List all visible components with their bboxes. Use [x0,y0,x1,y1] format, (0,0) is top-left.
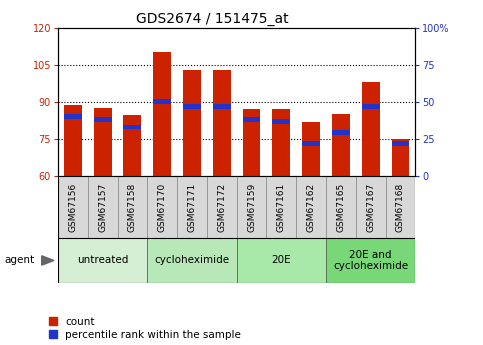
Polygon shape [42,256,54,265]
Bar [326,176,356,238]
Bar [237,238,326,283]
Text: GSM67171: GSM67171 [187,183,197,231]
Text: GSM67172: GSM67172 [217,183,226,231]
Bar [272,119,290,124]
Bar [296,176,326,238]
Bar [332,130,350,135]
Bar [213,104,231,109]
Bar [302,121,320,176]
Bar [117,176,147,238]
Text: GSM67156: GSM67156 [69,183,77,231]
Bar [207,176,237,238]
Bar [362,82,380,176]
Text: GSM67167: GSM67167 [366,183,375,231]
Text: untreated: untreated [77,256,128,265]
Bar [237,176,267,238]
Text: 20E: 20E [271,256,291,265]
Bar [64,106,82,176]
Text: GSM67159: GSM67159 [247,183,256,231]
Bar [326,238,415,283]
Bar [242,109,260,176]
Text: agent: agent [5,256,35,265]
Bar [332,114,350,176]
Bar [385,176,415,238]
Text: 20E and
cycloheximide: 20E and cycloheximide [333,250,408,271]
Bar [356,176,385,238]
Bar [183,104,201,109]
Bar [58,176,88,238]
Bar [392,141,410,146]
Text: GSM67162: GSM67162 [307,183,315,231]
Text: GSM67161: GSM67161 [277,183,286,231]
Text: GSM67165: GSM67165 [337,183,345,231]
Bar [64,114,82,119]
Text: GSM67168: GSM67168 [396,183,405,231]
Bar [153,52,171,176]
Bar [177,176,207,238]
Text: GSM67157: GSM67157 [98,183,107,231]
Bar [392,139,410,176]
Bar [124,115,142,176]
Text: GSM67170: GSM67170 [158,183,167,231]
Bar [58,238,147,283]
Bar [94,108,112,176]
Bar [362,104,380,109]
Text: GSM67158: GSM67158 [128,183,137,231]
Bar [272,109,290,176]
Bar [124,125,142,129]
Bar [213,70,231,176]
Bar [302,141,320,146]
Bar [147,176,177,238]
Bar [242,117,260,122]
Bar [94,117,112,122]
Legend: count, percentile rank within the sample: count, percentile rank within the sample [49,317,241,340]
Bar [183,70,201,176]
Text: GDS2674 / 151475_at: GDS2674 / 151475_at [136,12,289,26]
Bar [267,176,296,238]
Bar [153,99,171,104]
Text: cycloheximide: cycloheximide [155,256,229,265]
Bar [147,238,237,283]
Bar [88,176,117,238]
